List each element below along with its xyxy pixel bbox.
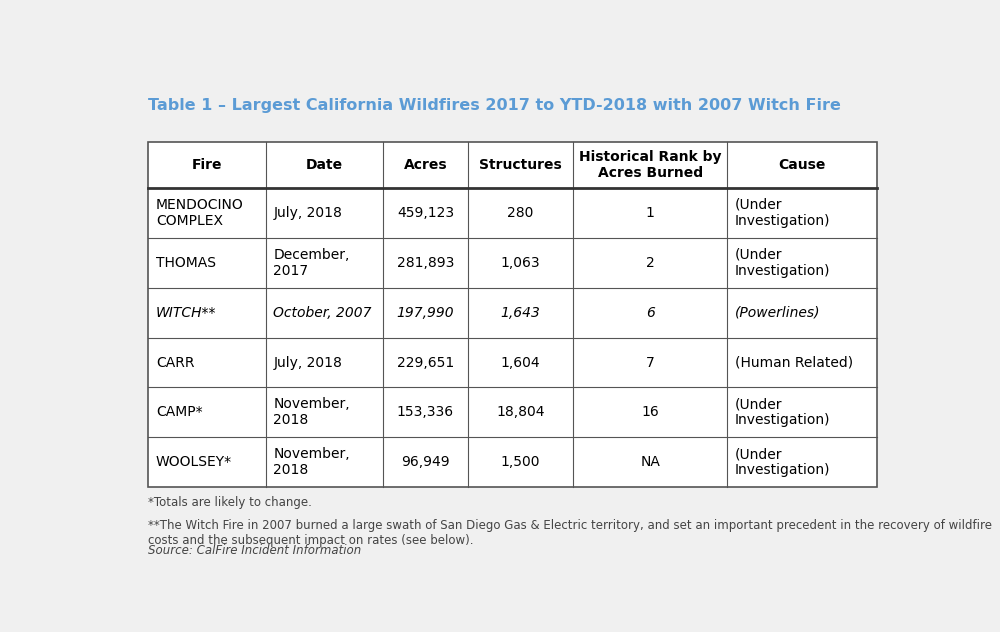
- Text: 1,643: 1,643: [501, 306, 541, 320]
- Text: July, 2018: July, 2018: [273, 356, 342, 370]
- Text: 153,336: 153,336: [397, 405, 454, 420]
- Text: (Under
Investigation): (Under Investigation): [735, 198, 830, 228]
- Text: 16: 16: [641, 405, 659, 420]
- Text: Cause: Cause: [778, 158, 826, 172]
- Text: THOMAS: THOMAS: [156, 256, 216, 270]
- Text: Acres: Acres: [404, 158, 447, 172]
- Text: July, 2018: July, 2018: [273, 206, 342, 220]
- Text: 6: 6: [646, 306, 655, 320]
- Text: 7: 7: [646, 356, 654, 370]
- Text: MENDOCINO
COMPLEX: MENDOCINO COMPLEX: [156, 198, 244, 228]
- Text: Fire: Fire: [192, 158, 222, 172]
- Text: 1,500: 1,500: [501, 455, 540, 469]
- Text: 459,123: 459,123: [397, 206, 454, 220]
- Text: CARR: CARR: [156, 356, 194, 370]
- Text: 280: 280: [507, 206, 534, 220]
- Text: (Powerlines): (Powerlines): [735, 306, 820, 320]
- Text: (Under
Investigation): (Under Investigation): [735, 398, 830, 427]
- Text: WOOLSEY*: WOOLSEY*: [156, 455, 232, 469]
- Text: **The Witch Fire in 2007 burned a large swath of San Diego Gas & Electric territ: **The Witch Fire in 2007 burned a large …: [148, 519, 992, 547]
- Text: (Under
Investigation): (Under Investigation): [735, 248, 830, 278]
- Text: October, 2007: October, 2007: [273, 306, 372, 320]
- Text: November,
2018: November, 2018: [273, 447, 350, 477]
- Text: Date: Date: [306, 158, 343, 172]
- Text: NA: NA: [640, 455, 660, 469]
- Text: 2: 2: [646, 256, 654, 270]
- Text: (Under
Investigation): (Under Investigation): [735, 447, 830, 477]
- Text: 96,949: 96,949: [401, 455, 450, 469]
- Text: Source: CalFire Incident Information: Source: CalFire Incident Information: [148, 545, 362, 557]
- Text: WITCH**: WITCH**: [156, 306, 216, 320]
- Text: 197,990: 197,990: [397, 306, 454, 320]
- Text: 1,063: 1,063: [501, 256, 540, 270]
- Text: Structures: Structures: [479, 158, 562, 172]
- Text: 229,651: 229,651: [397, 356, 454, 370]
- Text: 18,804: 18,804: [496, 405, 545, 420]
- Text: Historical Rank by
Acres Burned: Historical Rank by Acres Burned: [579, 150, 721, 180]
- Bar: [148, 142, 877, 487]
- Text: CAMP*: CAMP*: [156, 405, 203, 420]
- Text: 281,893: 281,893: [397, 256, 454, 270]
- Text: 1: 1: [646, 206, 655, 220]
- Text: 1,604: 1,604: [501, 356, 540, 370]
- Text: Table 1 – Largest California Wildfires 2017 to YTD-2018 with 2007 Witch Fire: Table 1 – Largest California Wildfires 2…: [148, 98, 841, 112]
- Text: December,
2017: December, 2017: [273, 248, 350, 278]
- Text: November,
2018: November, 2018: [273, 398, 350, 427]
- Text: *Totals are likely to change.: *Totals are likely to change.: [148, 496, 312, 509]
- Text: (Human Related): (Human Related): [735, 356, 853, 370]
